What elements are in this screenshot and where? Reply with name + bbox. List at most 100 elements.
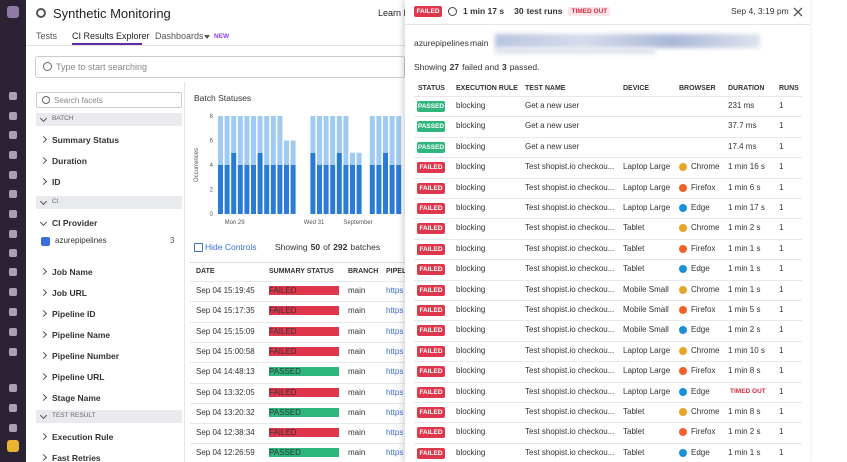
nav-icon[interactable] [9, 210, 17, 218]
cell: main [348, 306, 366, 316]
nav-icon[interactable] [9, 268, 17, 276]
facet-label[interactable]: CI Provider [52, 218, 98, 228]
link[interactable]: https [386, 286, 404, 295]
nav-icon[interactable] [9, 230, 17, 238]
x-tick-label: September [343, 220, 372, 226]
facet-label[interactable]: Job Name [52, 267, 93, 277]
chevron[interactable] [39, 453, 48, 462]
logo [7, 6, 19, 18]
facet-label[interactable]: Stage Name [52, 393, 101, 403]
link[interactable]: https [386, 346, 404, 356]
cell: Edge [691, 203, 710, 212]
bar [317, 165, 322, 214]
link[interactable]: https [386, 407, 404, 417]
cell: 1 [779, 427, 784, 437]
tabs-divider [26, 45, 406, 46]
facet-label[interactable]: Job URL [52, 288, 87, 298]
bar [237, 116, 243, 165]
chevron[interactable] [39, 218, 48, 227]
search-bar[interactable]: Type to start searching [35, 56, 405, 78]
checkbox[interactable] [41, 237, 50, 246]
status-badge: PASSED [417, 141, 445, 153]
chevron[interactable] [39, 330, 48, 339]
cell: Edge [691, 447, 710, 457]
cell: 1 [779, 223, 784, 233]
link[interactable]: https [386, 387, 404, 397]
nav-icon[interactable] [9, 92, 17, 100]
nav-icon[interactable] [9, 348, 17, 356]
nav-icon[interactable] [9, 112, 17, 120]
link[interactable]: https [386, 428, 404, 438]
bar [224, 165, 230, 214]
facet-label[interactable]: Pipeline ID [52, 309, 96, 319]
cell: 1 min 8 s [728, 366, 761, 376]
cell: Test shopist.io checkou... [525, 325, 615, 335]
facet-label[interactable]: Fast Retries [52, 453, 101, 462]
facet-label[interactable]: Pipeline Name [52, 330, 111, 340]
facet-label[interactable]: ID [52, 177, 61, 187]
close-button[interactable] [793, 7, 803, 17]
facet-label[interactable]: Duration [52, 156, 87, 166]
learn-link[interactable]: Learn M [378, 8, 412, 18]
cell: Tablet [623, 427, 645, 437]
panel-header: FAILED 1 min 17 s 30 test runs TIMED OUT [414, 5, 611, 17]
nav-icon[interactable] [9, 308, 17, 316]
tab[interactable]: Dashboards [155, 31, 204, 41]
search-icon [43, 62, 52, 71]
nav-icon[interactable] [9, 288, 17, 296]
chevron[interactable] [39, 135, 48, 144]
status-badge: FAILED [269, 346, 339, 356]
link[interactable]: https [386, 306, 404, 316]
tab[interactable]: Tests [36, 31, 58, 41]
chevron[interactable] [39, 393, 48, 402]
chevron[interactable] [39, 177, 48, 186]
bar [350, 165, 355, 214]
summary: Showing 27 failed and 3 passed. [414, 62, 539, 72]
row-divider [414, 320, 802, 322]
cell: Test shopist.io checkou... [525, 305, 615, 314]
nav-icon[interactable] [9, 249, 17, 257]
chevron[interactable] [39, 288, 48, 297]
browser-icon [679, 428, 687, 437]
cell: blocking [456, 447, 486, 457]
chevron[interactable] [39, 156, 48, 165]
tab-underline [72, 43, 142, 45]
cell: 1 [779, 366, 784, 376]
cell: 1 min 2 s [728, 223, 761, 233]
nav-icon[interactable] [9, 404, 17, 412]
chevron[interactable] [39, 351, 48, 360]
facet-section: BATCH [36, 113, 182, 126]
facet-label[interactable]: Pipeline Number [52, 351, 120, 361]
link[interactable]: https [386, 367, 404, 377]
tab[interactable]: CI Results Explorer [72, 31, 150, 41]
chevron[interactable] [39, 309, 48, 318]
status-badge: PASSED [417, 101, 445, 112]
nav-icon[interactable] [9, 384, 17, 392]
nav-icon[interactable] [9, 424, 17, 432]
facet-label[interactable]: Summary Status [52, 135, 120, 145]
text: failed and [462, 62, 499, 72]
nav-icon[interactable] [9, 151, 17, 159]
chart-title: Batch Statuses [194, 93, 252, 103]
dog-icon[interactable] [7, 440, 19, 452]
nav-icon[interactable] [9, 171, 17, 179]
browser-icon [679, 204, 687, 212]
browser-icon [679, 448, 687, 457]
app-icon [36, 8, 46, 18]
nav-icon[interactable] [9, 190, 17, 198]
hide-controls[interactable]: Hide Controls [205, 242, 257, 252]
x-tick-label: Wed 31 [304, 220, 325, 226]
text: passed. [509, 62, 540, 72]
chevron[interactable] [39, 432, 48, 441]
chevron[interactable] [39, 267, 48, 276]
facet-label[interactable]: Pipeline URL [52, 372, 105, 382]
facet-label[interactable]: Execution Rule [52, 432, 114, 442]
link[interactable]: https [386, 448, 404, 458]
browser-icon [679, 163, 687, 172]
nav-icon[interactable] [9, 131, 17, 139]
bar [231, 116, 237, 153]
link[interactable]: https [386, 326, 404, 336]
nav-icon[interactable] [9, 328, 17, 336]
chevron[interactable] [39, 372, 48, 381]
facet-search[interactable]: Search facets [36, 92, 182, 108]
